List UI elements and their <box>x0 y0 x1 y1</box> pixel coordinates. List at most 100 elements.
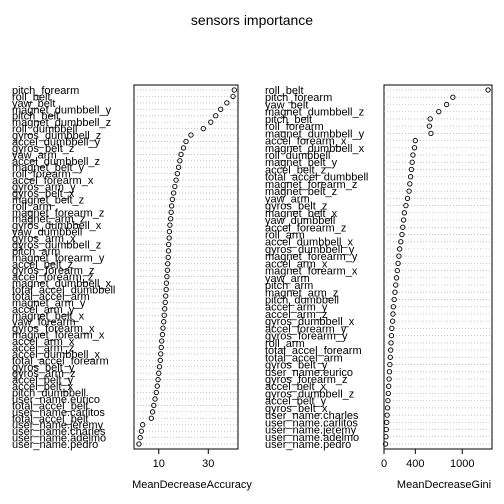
data-point <box>411 145 418 151</box>
row-label: magnet_dumbbell_x <box>265 143 365 155</box>
data-point <box>166 241 172 248</box>
row-label: gyros_belt_z <box>12 143 74 155</box>
data-point <box>155 376 161 383</box>
row-label: magnet_forearm_y <box>265 251 358 263</box>
row-label: accel_belt_z <box>12 259 73 271</box>
row-label: accel_arm_y <box>12 304 75 316</box>
data-point <box>404 195 411 202</box>
data-point <box>156 364 163 370</box>
row-label: gyros_belt_x <box>12 188 75 200</box>
data-point <box>386 369 393 375</box>
row-label: user_name.jeremy <box>12 420 104 432</box>
data-point <box>167 222 173 228</box>
row-label: user_name.charles <box>265 410 359 422</box>
row-label: accel_arm_x <box>265 258 328 270</box>
row-label: pitch_forearm <box>12 85 79 97</box>
row-label: roll_belt <box>12 91 51 103</box>
data-point <box>403 202 409 209</box>
data-point <box>400 224 406 230</box>
row-label: yaw_arm <box>265 193 310 205</box>
row-label: pitch_forearm <box>265 92 332 104</box>
row-label: magnet_belt_x <box>265 208 338 220</box>
data-point <box>398 239 404 245</box>
row-label: yaw_arm <box>265 273 310 285</box>
data-point <box>166 228 173 235</box>
data-point <box>408 166 415 173</box>
row-label: accel_dumbbell_z <box>12 156 100 168</box>
data-point <box>152 396 158 402</box>
row-label: yaw_arm <box>12 149 57 161</box>
data-point <box>163 293 169 299</box>
row-label: accel_arm_x <box>12 336 75 348</box>
data-point <box>392 289 398 295</box>
row-label: magnet_belt_z <box>12 194 84 206</box>
data-point <box>159 338 165 344</box>
row-label: pitch_dumbbell <box>265 295 339 307</box>
data-point <box>151 402 157 409</box>
row-label: user_name.eurico <box>265 367 353 379</box>
data-point <box>167 216 174 222</box>
row-label: magnet_dumbbell_z <box>265 107 364 119</box>
row-label: accel_belt_y <box>12 375 74 387</box>
row-label: magnet_dumbbell_y <box>265 128 365 140</box>
row-label: yaw_dumbbell <box>12 227 82 239</box>
data-point <box>157 357 163 363</box>
data-point <box>183 138 189 145</box>
row-label: user_name.charles <box>12 426 106 438</box>
data-point <box>231 87 237 93</box>
row-label: accel_arm_z <box>265 309 327 321</box>
row-label: magnet_dumbbell_y <box>12 104 112 116</box>
x-axis-title: MeanDecreaseGini <box>397 479 491 491</box>
data-point <box>158 344 164 351</box>
row-label: gyros_dumbbell_z <box>265 388 354 400</box>
row-label: magnet_arm_z <box>12 214 85 226</box>
data-point <box>165 248 172 254</box>
data-point <box>153 389 159 396</box>
data-point <box>168 203 175 209</box>
data-point <box>148 415 154 421</box>
data-point <box>154 383 160 389</box>
row-label: magnet_forearm_x <box>265 266 358 278</box>
x-tick-label: 1000 <box>450 458 474 470</box>
row-label: user_name.pedro <box>12 439 98 451</box>
row-label: pitch_arm <box>12 246 60 258</box>
data-point <box>218 106 224 112</box>
data-point <box>158 351 164 357</box>
data-point <box>383 426 389 433</box>
row-label: pitch_belt <box>265 114 312 126</box>
data-point <box>386 376 392 382</box>
row-label: gyros_forearm_z <box>265 374 348 386</box>
row-label: magnet_belt_y <box>12 162 85 174</box>
data-point <box>168 209 174 215</box>
data-point <box>165 261 171 267</box>
row-label: total_accel_arm <box>265 352 343 364</box>
row-label: gyros_forearm_y <box>265 331 348 343</box>
row-label: magnet_dumbbell_x <box>12 278 112 290</box>
data-point <box>409 159 415 165</box>
data-point <box>399 231 405 238</box>
x-axis-title: MeanDecreaseAccuracy <box>132 479 252 491</box>
row-label: magnet_forearm_z <box>265 179 357 191</box>
row-label: accel_forearm_x <box>265 136 347 148</box>
data-point <box>161 312 167 318</box>
row-label: total_accel_forearm <box>265 345 362 357</box>
data-point <box>384 412 390 418</box>
data-point <box>386 383 392 389</box>
row-label: user_name.eurico <box>12 394 100 406</box>
data-point <box>401 210 407 216</box>
row-label: magnet_belt_z <box>265 186 337 198</box>
data-point <box>165 254 171 260</box>
data-point <box>395 260 401 267</box>
data-point <box>164 274 170 280</box>
row-label: roll_arm <box>265 338 305 350</box>
row-label: accel_arm_z <box>12 342 74 354</box>
row-label: user_name.jeremy <box>265 425 357 437</box>
row-label: gyros_belt_y <box>12 362 75 374</box>
row-label: accel_dumbbell_x <box>265 237 354 249</box>
row-label: gyros_dumbbell_y <box>265 244 355 256</box>
row-label: total_accel_dumbbell <box>12 285 115 297</box>
row-label: magnet_forearm_x <box>12 330 105 342</box>
data-point <box>224 100 230 106</box>
data-point <box>410 152 416 158</box>
row-label: magnet_forearm_y <box>12 252 105 264</box>
